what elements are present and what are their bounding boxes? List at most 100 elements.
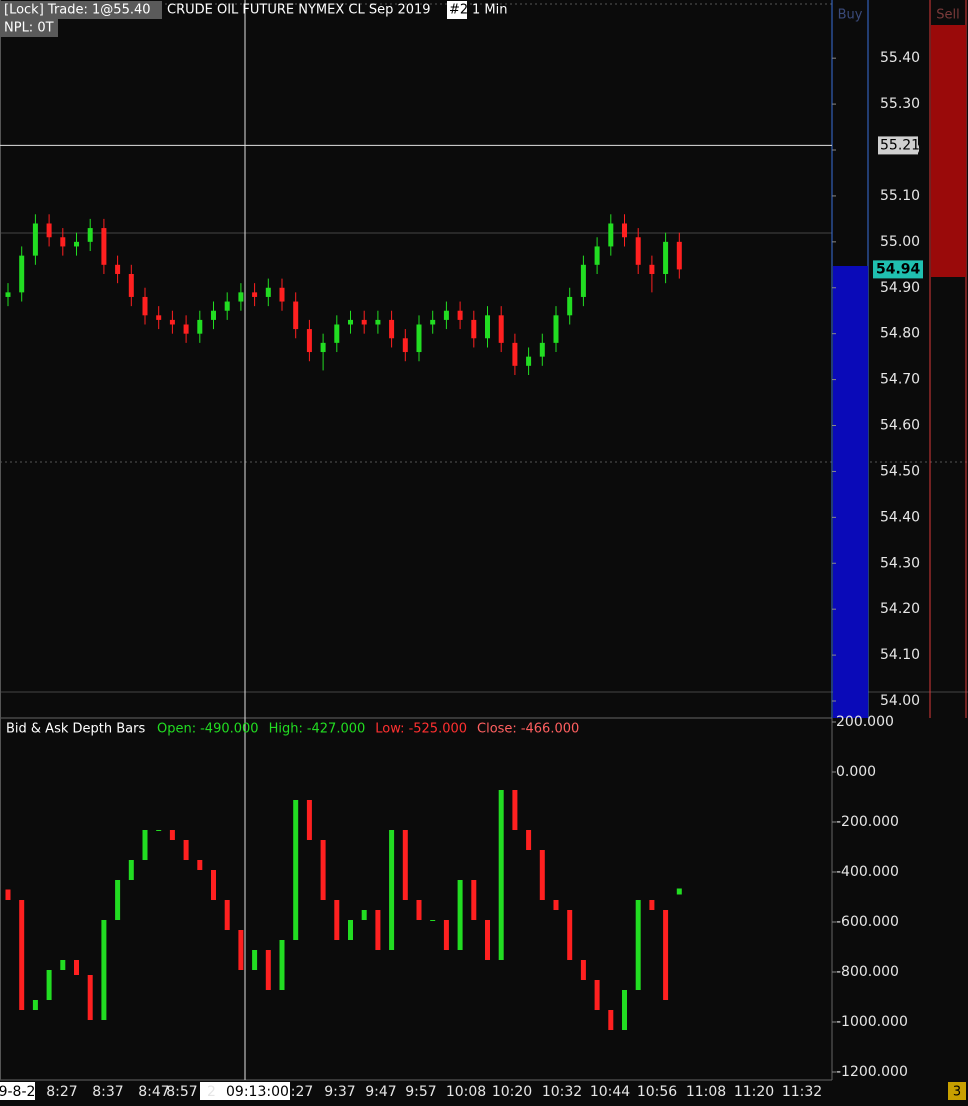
depth-bar [416, 900, 422, 920]
npl-bg [0, 19, 58, 37]
depth-bar [567, 910, 573, 960]
depth-bar [32, 1000, 38, 1010]
crosshair-prefix: 2 [207, 1084, 216, 1100]
depth-bar [375, 910, 381, 950]
y-tick-label: -1000.000 [836, 1014, 908, 1030]
candle-body [60, 237, 66, 247]
legend-value: -525.000 [409, 722, 467, 737]
depth-bar [60, 960, 66, 970]
depth-bar [485, 920, 490, 960]
depth-bar [361, 910, 367, 920]
depth-bar [594, 980, 600, 1010]
bid-depth-column [833, 266, 868, 718]
depth-bar [498, 790, 504, 960]
depth-bar [539, 850, 545, 900]
crosshair-time: 09:13:00 [226, 1084, 289, 1100]
depth-bar [87, 975, 93, 1020]
depth-bar [306, 800, 312, 840]
candle-body [293, 301, 299, 330]
depth-bar [402, 830, 408, 900]
depth-bar [663, 910, 669, 1000]
legend-value: -466.000 [521, 722, 579, 737]
candle-body [211, 310, 216, 320]
depth-bar [183, 840, 189, 860]
candle-body [553, 315, 559, 343]
sell-header: Sell [936, 8, 959, 23]
x-tick-label: 8:27 [46, 1084, 77, 1100]
candle-body [443, 310, 449, 320]
candle-body [361, 319, 367, 325]
depth-bar [115, 880, 121, 920]
depth-bar [608, 1010, 614, 1030]
depth-bar [101, 920, 107, 1020]
depth-bar [635, 900, 641, 990]
x-tick-label: 10:20 [492, 1084, 532, 1100]
candle-body [128, 273, 134, 297]
y-tick-label: 54.10 [880, 647, 920, 663]
y-tick-label: -800.000 [836, 964, 899, 980]
depth-bar [19, 900, 25, 1010]
candle-body [265, 287, 271, 297]
depth-bar [580, 960, 586, 980]
x-tick-label: 11:08 [686, 1084, 726, 1100]
depth-bar [293, 800, 299, 940]
crosshair-price-bg [878, 136, 918, 155]
candle-body [306, 329, 312, 353]
legend-label: Open: [157, 722, 196, 737]
candle-body [5, 292, 11, 297]
legend-label: Low: [375, 722, 404, 737]
candle-body [224, 301, 230, 311]
instrument: CRUDE OIL FUTURE NYMEX CL Sep 2019 [167, 3, 431, 18]
crosshair-price: 55.21 [880, 137, 920, 153]
candle-body [402, 338, 408, 353]
x-tick-label: 9:47 [365, 1084, 396, 1100]
depth-bar [169, 830, 175, 840]
x-tick-label: 8:57 [166, 1084, 197, 1100]
tab: #2 [449, 3, 468, 18]
lock-label: [Lock] Trade: 1@55.40 [4, 3, 151, 18]
candle-body [580, 264, 586, 297]
candle-body [375, 319, 381, 325]
candle-body [279, 287, 285, 302]
candle-body [334, 324, 340, 343]
depth-bar [142, 830, 148, 860]
y-tick-label: 55.30 [880, 96, 920, 112]
x-tick-label: 10:56 [637, 1084, 677, 1100]
depth-bar [430, 920, 436, 921]
y-tick-label: 0.000 [836, 764, 876, 780]
buy-header: Buy [838, 8, 863, 23]
candle-body [594, 246, 600, 265]
depth-bar [443, 920, 449, 950]
last-price-bg [873, 260, 923, 279]
badge: 3 [953, 1085, 961, 1100]
depth-bar [252, 950, 258, 970]
depth-bar [74, 960, 79, 975]
x-tick-label: 10:08 [446, 1084, 486, 1100]
depth-bar [320, 840, 326, 900]
y-tick-label: 54.50 [880, 463, 920, 479]
candle-body [252, 292, 258, 297]
legend-label: Close: [477, 722, 517, 737]
candle-body [608, 223, 614, 247]
candle-body [87, 228, 93, 242]
candle-body [142, 296, 148, 316]
depth-bar [512, 790, 518, 830]
depth-bar [526, 830, 532, 850]
candle-body [512, 342, 518, 366]
depth-bar [471, 880, 477, 920]
y-tick-label: 54.60 [880, 418, 920, 434]
candle-body [430, 319, 436, 325]
candle-body [485, 315, 490, 339]
x-tick-label: 9-8-2 [0, 1084, 35, 1100]
candle-body [416, 324, 422, 353]
x-tick-label: 10:44 [590, 1084, 630, 1100]
y-tick-label: 54.20 [880, 601, 920, 617]
candle-body [74, 241, 79, 247]
depth-bar [197, 860, 203, 870]
y-tick-label: 54.70 [880, 372, 920, 388]
y-tick-label: -400.000 [836, 864, 899, 880]
x-tick-label: :27 [291, 1084, 314, 1100]
candle-body [622, 223, 627, 238]
